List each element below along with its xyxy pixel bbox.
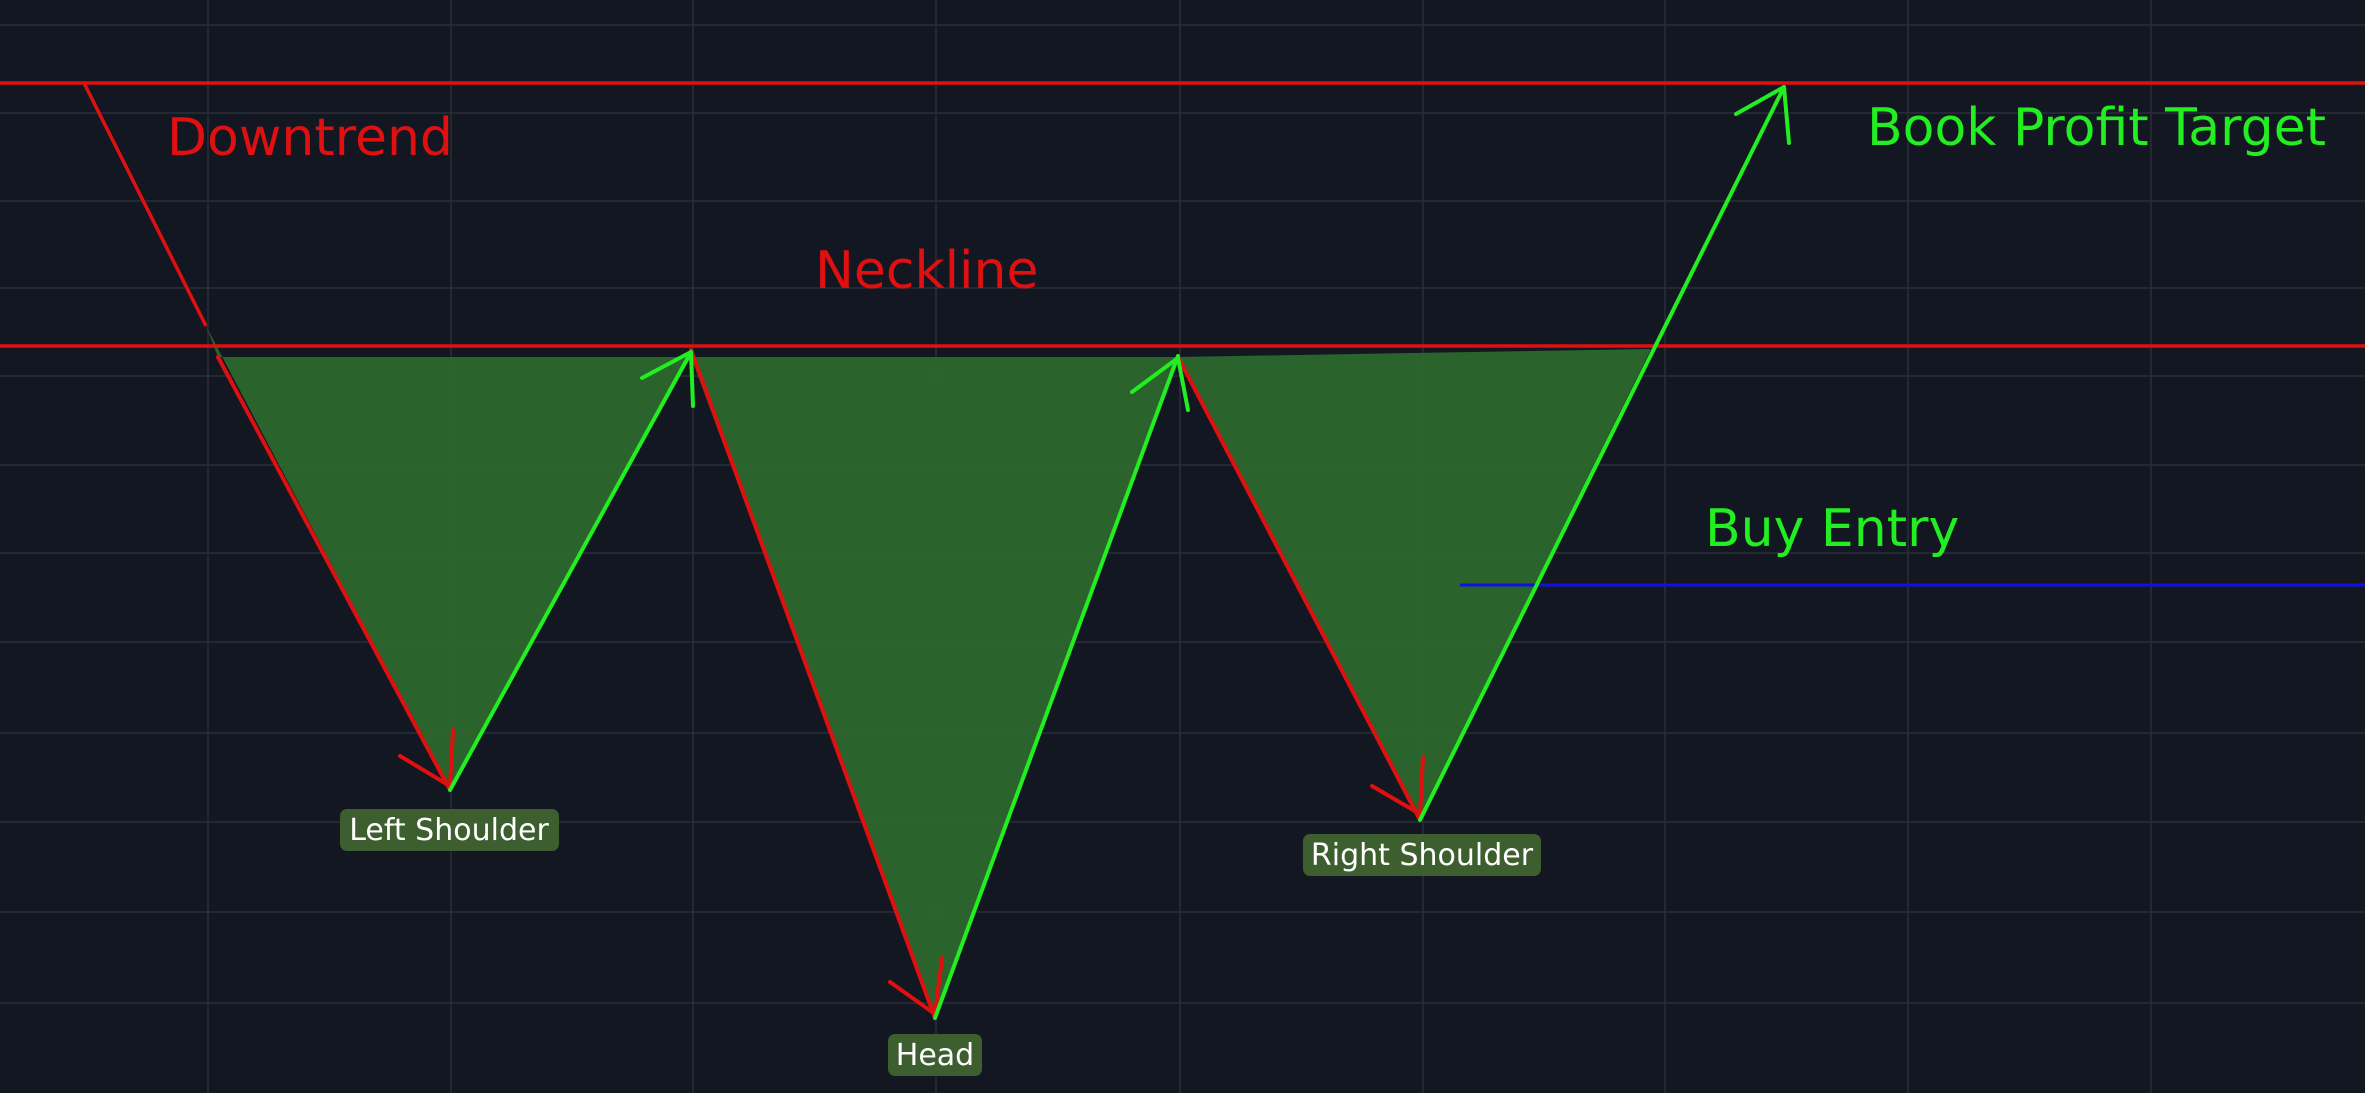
tag-background: [1303, 834, 1541, 876]
buy-entry-label: Buy Entry: [1705, 499, 1959, 559]
left-shoulder-label: Left Shoulder: [349, 813, 549, 848]
head-fill: [691, 357, 1178, 1018]
book-profit-target-label: Book Profit Target: [1867, 98, 2326, 158]
arrowhead-icon: [640, 350, 695, 408]
up-legs: [448, 85, 1791, 1020]
leg-up-left-shoulder: [448, 350, 693, 792]
left-shoulder-tag: Left Shoulder: [340, 809, 559, 851]
right-shoulder-fill: [1178, 349, 1651, 820]
leg-down-right-shoulder: [1176, 355, 1422, 822]
arrowhead-icon: [1734, 85, 1791, 145]
leg-up-head: [933, 354, 1180, 1020]
head-tag: Head: [888, 1034, 982, 1076]
right-shoulder-label: Right Shoulder: [1311, 838, 1534, 873]
arrowhead-icon: [1370, 755, 1425, 816]
pattern-fills: [206, 326, 1651, 1018]
downtrend-line: [82, 82, 208, 327]
head-label: Head: [896, 1038, 974, 1073]
tag-background: [888, 1034, 982, 1076]
right-shoulder-tag: Right Shoulder: [1303, 834, 1541, 876]
down-legs: [216, 348, 1425, 1020]
left-shoulder-fill: [206, 326, 691, 790]
leg-down-head: [689, 348, 937, 1020]
neckline-label: Neckline: [815, 241, 1038, 301]
tag-background: [340, 809, 559, 851]
downtrend-label: Downtrend: [167, 108, 453, 168]
arrowhead-icon: [1130, 356, 1190, 412]
leg-down-left-shoulder: [216, 355, 452, 792]
leg-up-breakout: [1418, 85, 1786, 822]
